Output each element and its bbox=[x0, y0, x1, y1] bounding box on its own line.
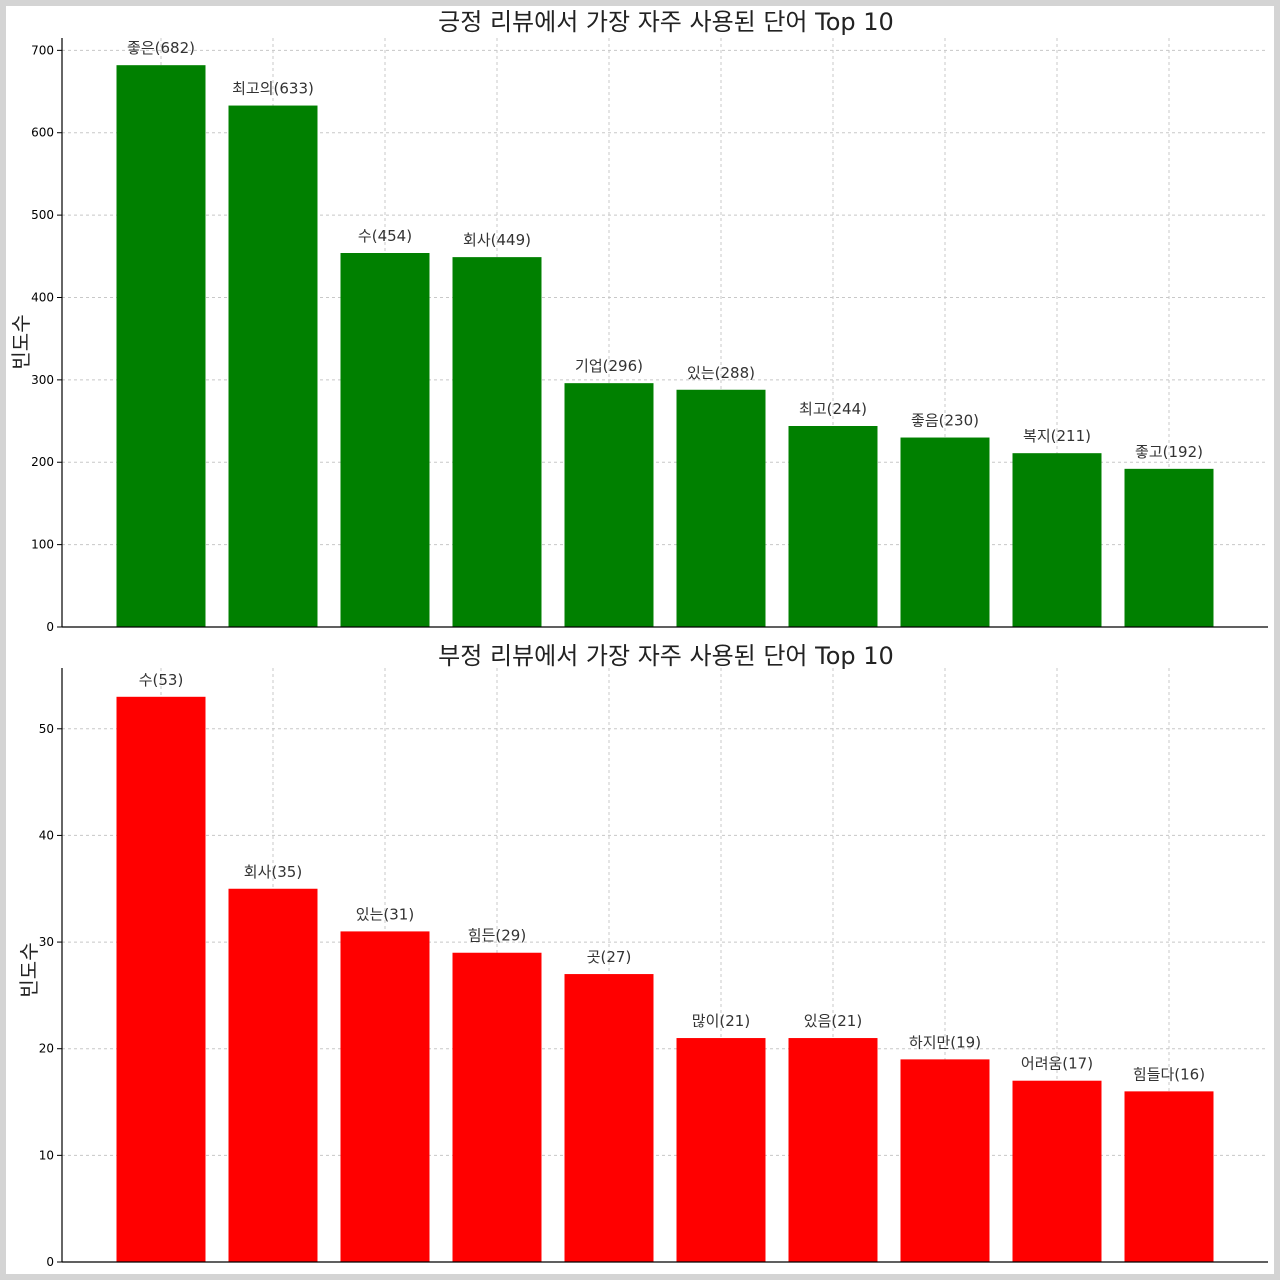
bar-data-label: 최고의(633) bbox=[232, 80, 314, 98]
bar-최고의 bbox=[228, 105, 318, 627]
chart-title: 부정 리뷰에서 가장 자주 사용된 단어 Top 10 bbox=[438, 642, 894, 670]
y-tick-label: 0 bbox=[46, 620, 54, 634]
figure-frame: 긍정 리뷰에서 가장 자주 사용된 단어 Top 10 빈도수 좋은(682) 최… bbox=[6, 6, 1274, 1274]
bar-data-label: 기업(296) bbox=[575, 357, 643, 375]
bar-data-label: 좋고(192) bbox=[1135, 443, 1203, 461]
bar-data-label: 힘들다(16) bbox=[1133, 1065, 1205, 1083]
bar-수 bbox=[340, 253, 430, 627]
bar-좋은 bbox=[116, 65, 206, 627]
chart-title: 긍정 리뷰에서 가장 자주 사용된 단어 Top 10 bbox=[438, 8, 894, 36]
bar-기업 bbox=[564, 383, 654, 627]
bar-data-label: 수(454) bbox=[358, 227, 412, 245]
bar-data-label: 하지만(19) bbox=[909, 1033, 981, 1051]
bar-회사 bbox=[228, 888, 318, 1262]
y-tick-label: 30 bbox=[39, 935, 54, 949]
bar-하지만 bbox=[900, 1059, 990, 1262]
bar-labels: 좋은(682) 최고의(633) 수(454) 회사(449) 기업(296) 있는(28… bbox=[127, 39, 1203, 461]
bars bbox=[116, 696, 1214, 1262]
bar-data-label: 최고(244) bbox=[799, 400, 867, 418]
bar-data-label: 있음(21) bbox=[804, 1012, 862, 1030]
bar-있는 bbox=[340, 931, 430, 1262]
bar-data-label: 회사(449) bbox=[463, 231, 531, 249]
bar-data-label: 좋음(230) bbox=[911, 412, 979, 430]
bar-data-label: 있는(31) bbox=[356, 905, 414, 923]
bar-data-label: 많이(21) bbox=[692, 1012, 750, 1030]
negative-words-chart: 부정 리뷰에서 가장 자주 사용된 단어 Top 10 빈도수 수(53) 회사(… bbox=[17, 642, 1268, 1269]
bar-data-label: 힘든(29) bbox=[468, 927, 526, 945]
y-ticks: 0 100 200 300 400 500 600 700 bbox=[31, 43, 62, 634]
figure-canvas: 긍정 리뷰에서 가장 자주 사용된 단어 Top 10 빈도수 좋은(682) 최… bbox=[9, 8, 1268, 1269]
bar-있음 bbox=[788, 1038, 878, 1262]
bar-곳 bbox=[564, 974, 654, 1262]
y-tick-label: 300 bbox=[31, 373, 54, 387]
bar-수 bbox=[116, 696, 206, 1262]
bar-최고 bbox=[788, 425, 878, 627]
bar-data-label: 곳(27) bbox=[587, 948, 632, 966]
bar-어려움 bbox=[1012, 1080, 1102, 1262]
bar-복지 bbox=[1012, 453, 1102, 627]
y-axis-label: 빈도수 bbox=[9, 314, 33, 369]
bar-labels: 수(53) 회사(35) 있는(31) 힘든(29) 곳(27) 많이(21) 있음(21)… bbox=[139, 671, 1205, 1084]
bar-많이 bbox=[676, 1038, 766, 1262]
bars bbox=[116, 65, 1214, 627]
y-ticks: 0 10 20 30 40 50 bbox=[39, 722, 62, 1269]
bar-data-label: 어려움(17) bbox=[1021, 1055, 1093, 1073]
bar-data-label: 회사(35) bbox=[244, 863, 302, 881]
y-axis-label: 빈도수 bbox=[17, 942, 41, 997]
bar-힘들다 bbox=[1124, 1091, 1214, 1262]
y-tick-label: 20 bbox=[39, 1042, 54, 1056]
y-tick-label: 0 bbox=[46, 1255, 54, 1269]
y-tick-label: 600 bbox=[31, 126, 54, 140]
bar-data-label: 수(53) bbox=[139, 671, 184, 689]
y-tick-label: 700 bbox=[31, 43, 54, 57]
bar-힘든 bbox=[452, 952, 542, 1262]
y-tick-label: 100 bbox=[31, 538, 54, 552]
y-tick-label: 50 bbox=[39, 722, 54, 736]
bar-data-label: 있는(288) bbox=[687, 364, 755, 382]
bar-data-label: 좋은(682) bbox=[127, 39, 195, 57]
bar-있는 bbox=[676, 389, 766, 627]
y-tick-label: 200 bbox=[31, 455, 54, 469]
y-tick-label: 500 bbox=[31, 208, 54, 222]
bar-좋음 bbox=[900, 437, 990, 627]
positive-words-chart: 긍정 리뷰에서 가장 자주 사용된 단어 Top 10 빈도수 좋은(682) 최… bbox=[9, 8, 1268, 634]
y-tick-label: 40 bbox=[39, 828, 54, 842]
y-tick-label: 400 bbox=[31, 290, 54, 304]
y-tick-label: 10 bbox=[39, 1148, 54, 1162]
bar-좋고 bbox=[1124, 468, 1214, 627]
bar-data-label: 복지(211) bbox=[1023, 427, 1091, 445]
bar-회사 bbox=[452, 257, 542, 627]
